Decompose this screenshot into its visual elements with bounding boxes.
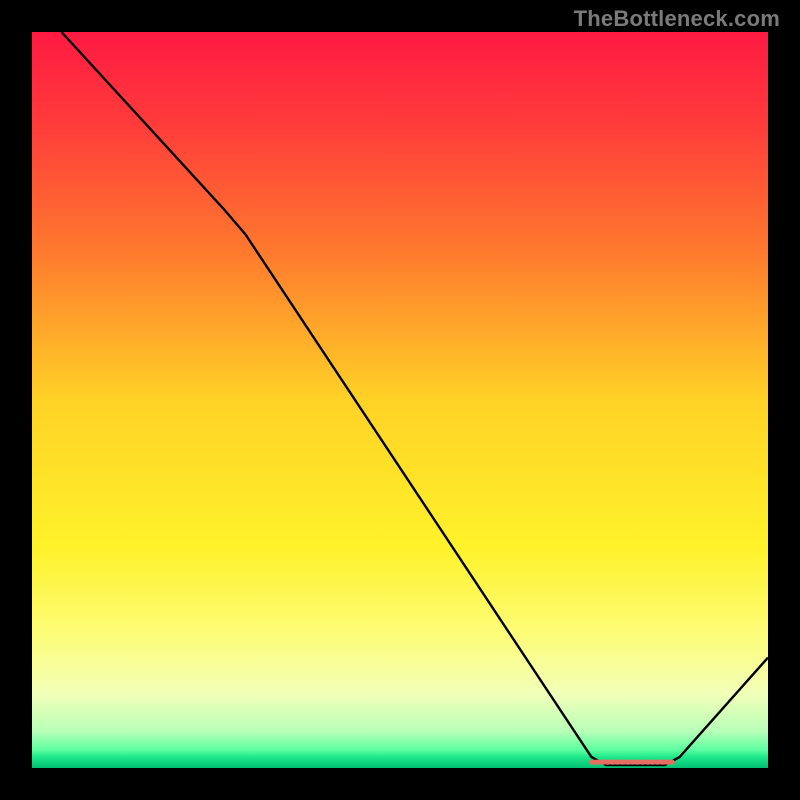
bottleneck-chart bbox=[32, 32, 768, 768]
chart-background bbox=[32, 32, 768, 768]
watermark-text: TheBottleneck.com bbox=[574, 6, 780, 32]
chart-plot-area bbox=[32, 32, 768, 768]
